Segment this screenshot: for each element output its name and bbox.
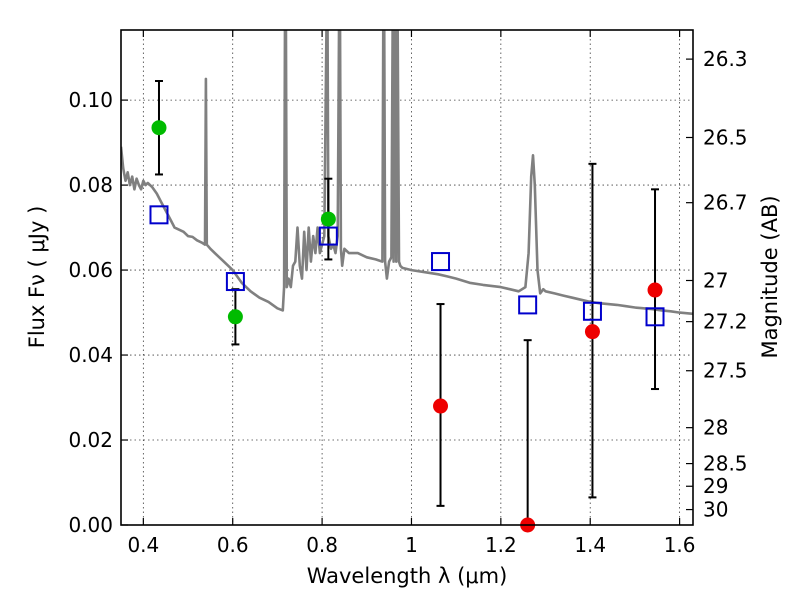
y-tick-label: 0.00	[68, 513, 113, 537]
magnitude-tick-label: 26.7	[703, 191, 748, 215]
sed-model-line	[121, 30, 693, 316]
y-tick-label: 0.04	[68, 343, 113, 367]
magnitude-tick-label: 28	[703, 416, 728, 440]
detection-point	[320, 211, 336, 227]
nondetection-point	[647, 282, 663, 298]
x-tick-label: 1	[405, 533, 418, 557]
x-tick-label: 0.4	[127, 533, 159, 557]
y-tick-label: 0.02	[68, 428, 113, 452]
x-tick-label: 1.4	[574, 533, 606, 557]
model-photometry-square	[225, 272, 245, 292]
magnitude-tick-label: 28.5	[703, 452, 748, 476]
model-photometry-square	[318, 226, 338, 246]
detection-point	[151, 120, 167, 136]
y-axis-label: Flux Fν ( μJy )	[25, 206, 49, 349]
x-tick-label: 0.6	[217, 533, 249, 557]
plot-frame	[120, 29, 694, 526]
grid	[121, 30, 693, 526]
model-photometry-square	[645, 307, 665, 327]
nondetection-point	[433, 398, 449, 414]
magnitude-tick-label: 27.5	[703, 359, 748, 383]
magnitude-tick-label: 29	[703, 474, 728, 498]
y-tick-label: 0.08	[68, 173, 113, 197]
x-tick-label: 0.8	[306, 533, 338, 557]
detection-point	[227, 309, 243, 325]
model-photometry-square	[518, 295, 538, 315]
x-axis-label: Wavelength λ (μm)	[307, 564, 508, 588]
model-photometry-square	[582, 301, 602, 321]
axes: 0.4 0.6 0.8 1 1.2 1.4 1.6 0.00 0.02 0.04 0.06 0.08 0…	[68, 30, 748, 557]
model-photometry-square	[149, 205, 169, 225]
magnitude-tick-label: 27.2	[703, 310, 748, 334]
x-tick-label: 1.2	[485, 533, 517, 557]
plot-area	[121, 30, 693, 316]
markers	[149, 120, 665, 533]
x-tick-label: 1.6	[664, 533, 696, 557]
y-tick-label: 0.10	[68, 88, 113, 112]
magnitude-tick-label: 26.3	[703, 47, 748, 71]
magnitude-tick-label: 26.5	[703, 125, 748, 149]
magnitude-tick-label: 30	[703, 498, 728, 522]
nondetection-point	[584, 324, 600, 340]
right-axis-label: Magnitude (AB)	[758, 195, 782, 358]
y-tick-label: 0.06	[68, 258, 113, 282]
magnitude-tick-label: 27	[703, 268, 728, 292]
model-photometry-square	[431, 252, 451, 272]
